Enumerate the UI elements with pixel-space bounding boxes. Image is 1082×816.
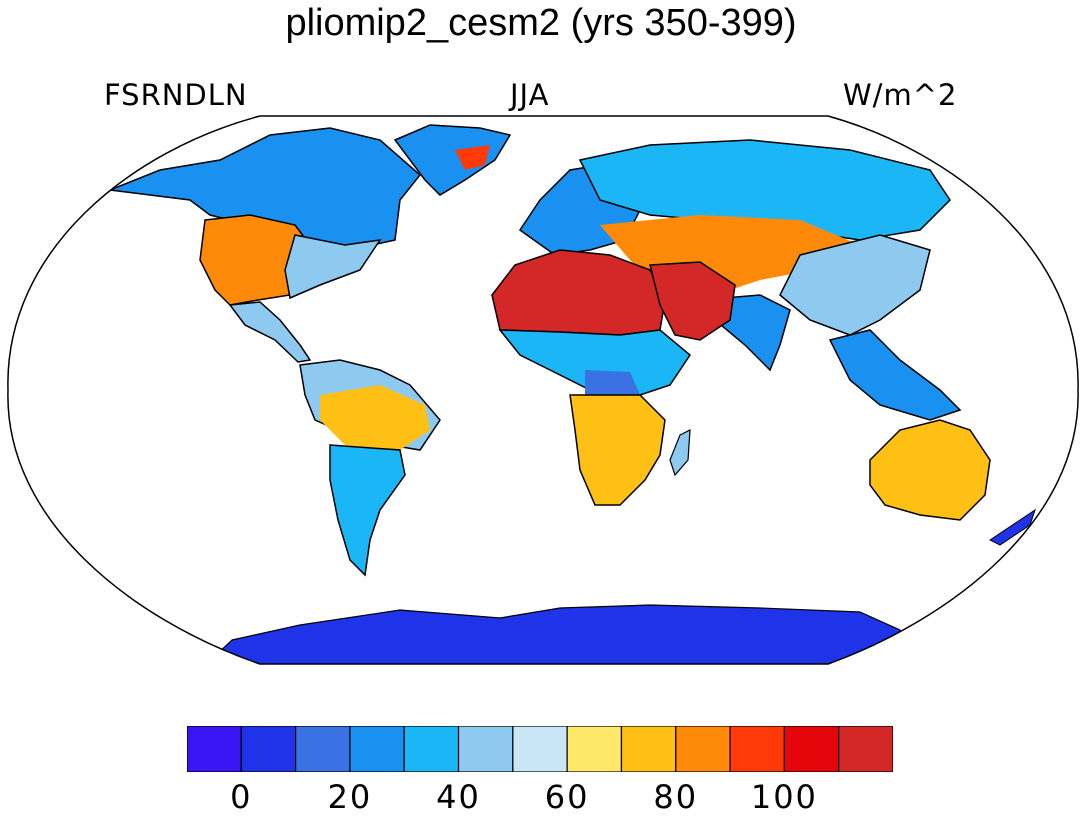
australia [869, 419, 991, 521]
north-america-east [284, 234, 382, 300]
colorbar-swatch [187, 726, 242, 772]
units-label: W/m^2 [843, 78, 958, 112]
colorbar-swatch [566, 726, 623, 772]
colorbar-tick-label: 100 [750, 778, 818, 816]
variable-label: FSRNDLN [104, 78, 248, 112]
madagascar [669, 428, 691, 477]
amazon [320, 385, 430, 450]
greenland [393, 124, 512, 196]
plot-title: pliomip2_cesm2 (yrs 350-399) [285, 2, 797, 44]
new-zealand [989, 508, 1036, 546]
colorbar-swatch [838, 726, 893, 772]
sahel [498, 329, 691, 396]
colorbar-swatch [295, 726, 351, 772]
colorbar-swatch [349, 726, 405, 772]
colorbar-tick-label: 0 [230, 778, 253, 816]
southern-africa [569, 394, 666, 506]
map-boundary [7, 115, 1079, 665]
colorbar-swatch [783, 726, 840, 772]
season-label: JJA [510, 78, 550, 112]
siberia [578, 139, 951, 241]
antarctica [198, 604, 901, 664]
colorbar [187, 726, 893, 772]
east-asia [779, 234, 931, 336]
colorbar-tick-label: 40 [436, 778, 481, 816]
central-america [228, 301, 312, 363]
southeast-asia [828, 329, 962, 421]
colorbar-tick-label: 20 [327, 778, 373, 816]
colorbar-swatch [729, 726, 785, 772]
colorbar-swatch [675, 726, 731, 772]
arabia [649, 261, 736, 341]
colorbar-swatch [457, 726, 514, 772]
colorbar-swatch [620, 726, 677, 772]
colorbar-swatch [512, 726, 568, 772]
colorbar-tick-label: 80 [653, 778, 699, 816]
greenland-south [455, 145, 490, 170]
south-america-south [329, 444, 406, 577]
colorbar-swatch [403, 726, 460, 772]
colorbar-tick-label: 60 [544, 778, 590, 816]
colorbar-swatch [240, 726, 297, 772]
